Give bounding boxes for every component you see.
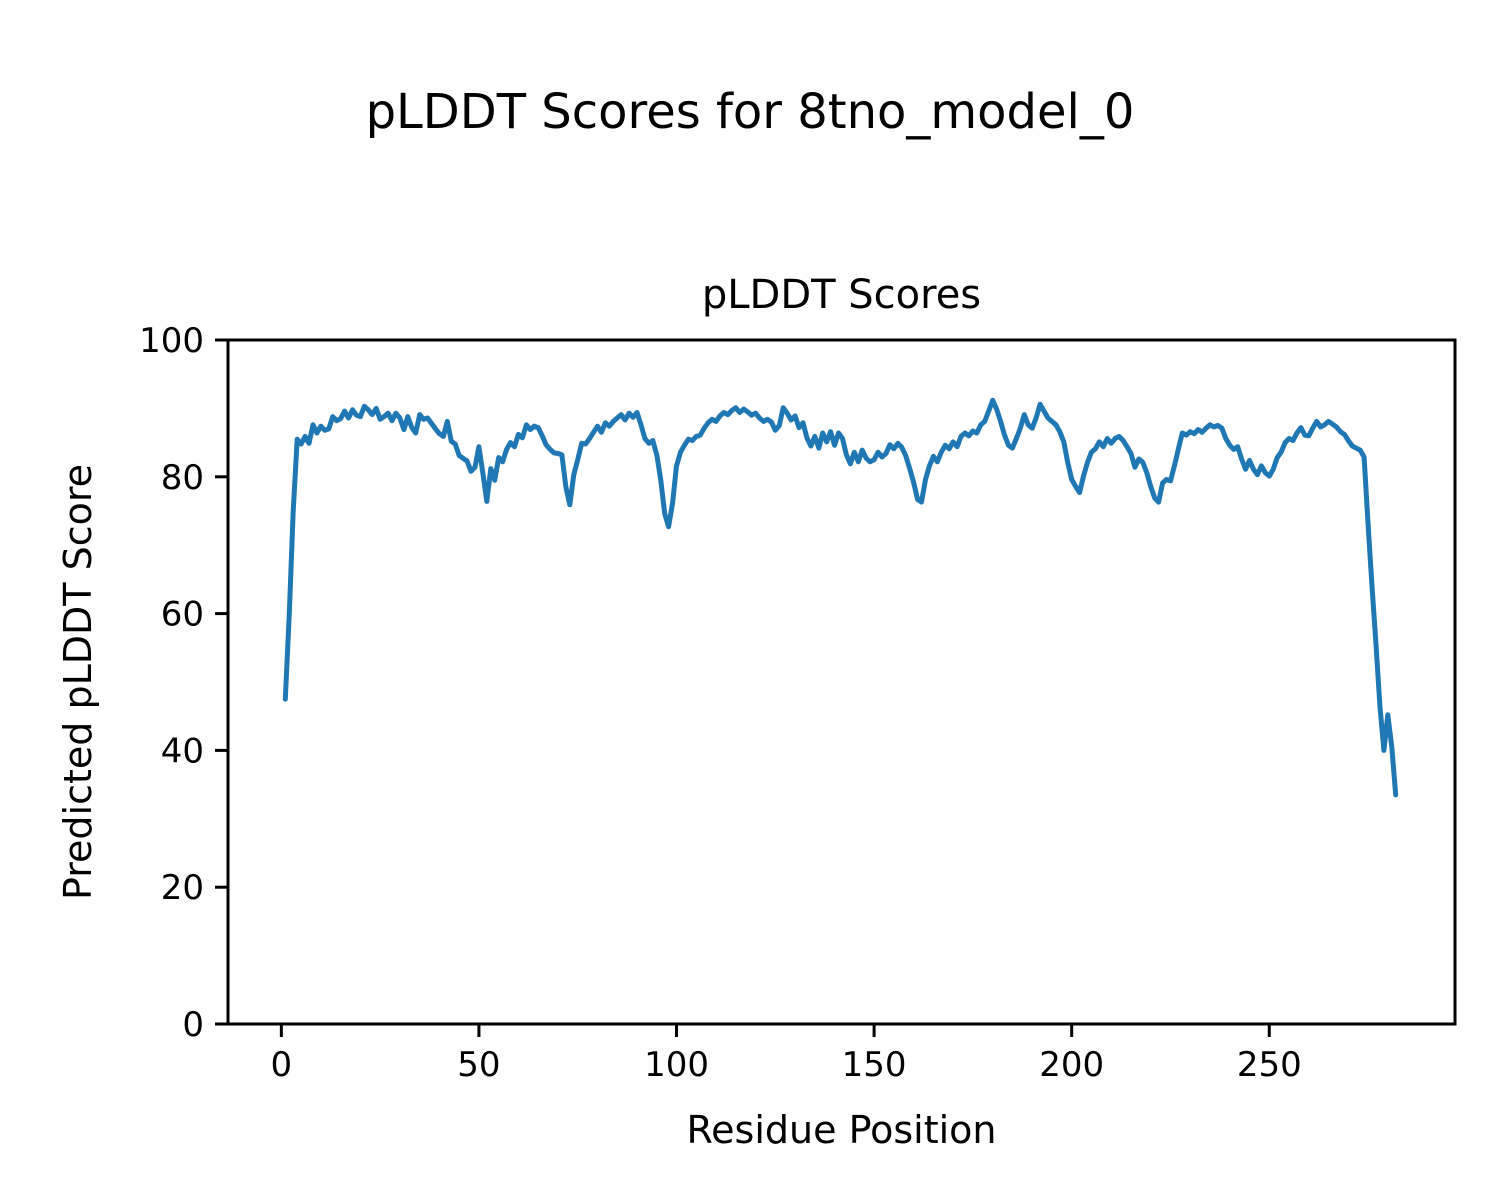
axes-title: pLDDT Scores bbox=[701, 272, 982, 318]
x-tick-label: 150 bbox=[842, 1045, 907, 1085]
y-tick-label: 40 bbox=[161, 731, 204, 771]
x-tick-label: 50 bbox=[457, 1045, 500, 1085]
y-tick-label: 60 bbox=[161, 595, 204, 635]
x-tick-label: 0 bbox=[271, 1045, 293, 1085]
plddt-line bbox=[282, 397, 1399, 798]
y-tick-label: 80 bbox=[161, 458, 204, 498]
x-tick-label: 100 bbox=[644, 1045, 709, 1085]
x-tick-label: 200 bbox=[1039, 1045, 1104, 1085]
x-tick-label: 250 bbox=[1237, 1045, 1302, 1085]
x-axis-label: Residue Position bbox=[686, 1108, 997, 1152]
plot-border bbox=[226, 338, 1457, 1026]
figure-title: pLDDT Scores for 8tno_model_0 bbox=[365, 84, 1135, 140]
y-axis-label: Predicted pLDDT Score bbox=[56, 464, 100, 900]
y-tick-label: 20 bbox=[161, 868, 204, 908]
y-tick-label: 100 bbox=[139, 321, 204, 361]
y-tick-label: 0 bbox=[182, 1005, 204, 1045]
